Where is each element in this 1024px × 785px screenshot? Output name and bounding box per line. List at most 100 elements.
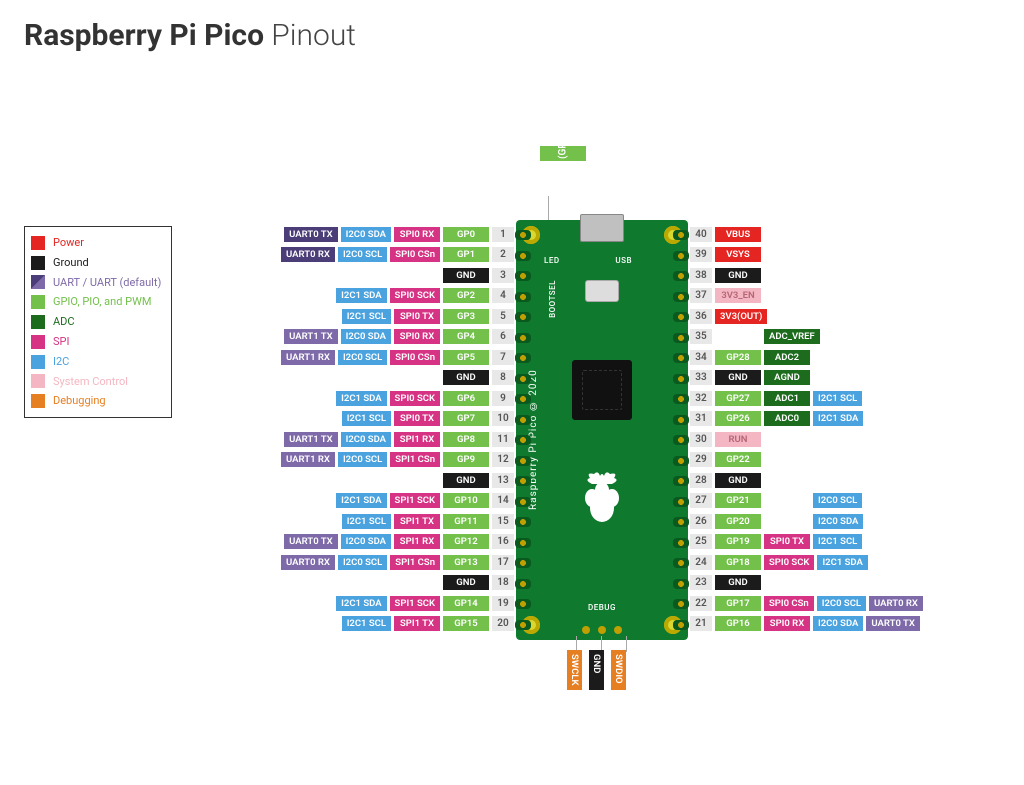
board-label-led: LED	[544, 256, 560, 265]
pin-tag: GP28	[715, 350, 761, 365]
pin-tag: I2C0 SDA	[341, 534, 391, 549]
pin-tag: UART0 RX	[281, 247, 335, 262]
legend-swatch	[31, 256, 45, 270]
pin-row: 12GP9SPI1 CSnI2C0 SCLUART1 RX	[281, 450, 514, 471]
pin-tag: GND	[443, 268, 489, 283]
pin-tag: SPI1 SCK	[390, 596, 440, 611]
pin-tag: VSYS	[715, 247, 761, 262]
pin-number: 24	[690, 555, 712, 570]
pin-tag: SPI1 TX	[394, 616, 440, 631]
pin-row: 18GND	[443, 573, 514, 594]
pin-row: 28GND	[690, 470, 761, 491]
pin-number: 11	[492, 432, 514, 447]
pin-row: 24GP18SPI0 SCKI2C1 SDA	[690, 552, 868, 573]
pin-number: 29	[690, 452, 712, 467]
pin-tag: SPI1 SCK	[390, 493, 440, 508]
pin-tag: GND	[443, 473, 489, 488]
pin-row: 1GP0SPI0 RXI2C0 SDAUART0 TX	[284, 224, 514, 245]
raspberry-logo-icon	[580, 470, 624, 533]
pin-tag: GP6	[443, 391, 489, 406]
pin-number: 34	[690, 350, 712, 365]
pin-tag: AGND	[764, 370, 810, 385]
pin-number: 31	[690, 411, 712, 426]
pin-row: 23GND	[690, 573, 761, 594]
pin-tag: SPI1 TX	[394, 514, 440, 529]
legend-row: Ground	[31, 253, 161, 273]
pin-tag: UART0 RX	[281, 555, 335, 570]
pin-tag: 3V3_EN	[715, 288, 761, 303]
pin-tag	[764, 514, 810, 529]
pin-tag: GP17	[715, 596, 761, 611]
pin-tag: VBUS	[715, 227, 761, 242]
pin-row: 32GP27ADC1I2C1 SCL	[690, 388, 862, 409]
pin-tag: UART0 TX	[284, 534, 337, 549]
pin-row: 3GND	[443, 265, 514, 286]
pins-right: 40VBUS39VSYS38GND373V3_EN363V3(OUT)35ADC…	[690, 224, 923, 634]
pin-number: 22	[690, 596, 712, 611]
pin-tag: SPI0 SCK	[390, 288, 440, 303]
pin-number: 28	[690, 473, 712, 488]
pin-number: 5	[492, 309, 514, 324]
pin-tag: GP14	[443, 596, 489, 611]
pin-row: 11GP8SPI1 RXI2C0 SDAUART1 TX	[284, 429, 514, 450]
pin-row: 19GP14SPI1 SCK I2C1 SDA	[336, 593, 514, 614]
pin-row: 17GP13SPI1 CSnI2C0 SCLUART0 RX	[281, 552, 514, 573]
board-label-debug: DEBUG	[588, 603, 616, 612]
pin-tag: SPI0 RX	[394, 227, 440, 242]
pin-tag: GND	[715, 268, 761, 283]
pin-tag: GP16	[715, 616, 761, 631]
pin-number: 19	[492, 596, 514, 611]
pin-number: 9	[492, 391, 514, 406]
pin-tag: I2C1 SDA	[336, 596, 386, 611]
pin-number: 2	[492, 247, 514, 262]
pin-number: 20	[492, 616, 514, 631]
pico-board: Raspberry Pi Pico © 2020 LED USB BOOTSEL…	[516, 220, 688, 640]
pin-number: 38	[690, 268, 712, 283]
legend-swatch	[31, 394, 45, 408]
pin-tag: GND	[443, 575, 489, 590]
pin-number: 40	[690, 227, 712, 242]
pin-tag: ADC_VREF	[764, 329, 820, 344]
debug-tag: GND	[589, 650, 604, 690]
legend-label: Power	[53, 233, 84, 253]
pin-row: 39VSYS	[690, 245, 761, 266]
board-label-bootsel: BOOTSEL	[548, 280, 557, 318]
legend-row: Power	[31, 233, 161, 253]
pin-row: 15GP11SPI1 TXI2C1 SCL	[342, 511, 514, 532]
pin-tag: I2C1 SCL	[813, 534, 862, 549]
pin-row: 21GP16SPI0 RXI2C0 SDAUART0 TX	[690, 614, 920, 635]
pin-tag: I2C1 SDA	[817, 555, 867, 570]
pin-row: 40VBUS	[690, 224, 761, 245]
pin-row: 363V3(OUT)	[690, 306, 767, 327]
pin-tag: I2C0 SDA	[341, 432, 391, 447]
pin-row: 38GND	[690, 265, 761, 286]
pin-tag: I2C0 SCL	[813, 493, 862, 508]
legend-swatch	[31, 315, 45, 329]
pin-tag: SPI0 RX	[764, 616, 810, 631]
pin-number: 32	[690, 391, 712, 406]
pin-tag: GND	[715, 575, 761, 590]
pin-tag: UART1 TX	[284, 432, 337, 447]
pin-number: 33	[690, 370, 712, 385]
legend-row: ADC	[31, 312, 161, 332]
pin-tag: UART0 RX	[869, 596, 923, 611]
pin-tag: UART0 TX	[284, 227, 337, 242]
pin-tag: UART0 TX	[866, 616, 919, 631]
pin-number: 23	[690, 575, 712, 590]
pin-number: 36	[690, 309, 712, 324]
pin-tag: SPI1 CSn	[390, 555, 440, 570]
pin-tag: GP9	[443, 452, 489, 467]
pin-tag: I2C0 SCL	[817, 596, 866, 611]
pin-number: 26	[690, 514, 712, 529]
pin-tag: SPI0 TX	[394, 309, 440, 324]
pin-number: 18	[492, 575, 514, 590]
pin-tag: GP27	[715, 391, 761, 406]
bootsel-button	[585, 280, 619, 302]
pin-tag	[715, 329, 761, 344]
pin-row: 9GP6SPI0 SCKI2C1 SDA	[336, 388, 514, 409]
castellations-right	[673, 230, 689, 630]
pin-tag: I2C0 SDA	[341, 329, 391, 344]
pin-tag: SPI0 TX	[394, 411, 440, 426]
title-thin: Pinout	[264, 18, 356, 53]
pin-number: 27	[690, 493, 712, 508]
